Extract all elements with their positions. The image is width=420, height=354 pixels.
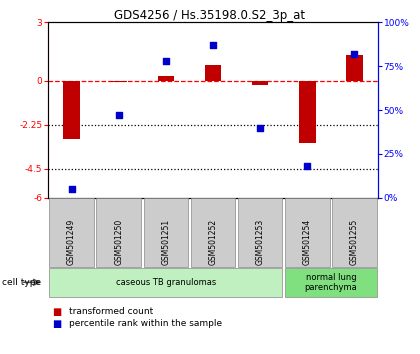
Text: caseous TB granulomas: caseous TB granulomas	[116, 278, 216, 287]
Text: GSM501254: GSM501254	[303, 219, 312, 265]
Bar	[110, 81, 127, 82]
Text: cell type: cell type	[2, 278, 41, 287]
Point	[257, 125, 263, 130]
Text: normal lung
parenchyma: normal lung parenchyma	[304, 273, 357, 292]
Bar	[252, 81, 268, 85]
Point	[304, 164, 311, 169]
Text: GSM501251: GSM501251	[161, 219, 171, 265]
Text: GSM501255: GSM501255	[350, 219, 359, 265]
Text: GSM501253: GSM501253	[256, 219, 265, 265]
Point	[210, 42, 216, 48]
Bar	[299, 81, 315, 143]
Bar	[346, 55, 363, 81]
Point	[351, 51, 358, 57]
Point	[68, 186, 75, 192]
Bar	[205, 65, 221, 81]
Text: percentile rank within the sample: percentile rank within the sample	[69, 320, 222, 329]
Text: ■: ■	[52, 307, 61, 317]
Bar	[158, 76, 174, 81]
Text: ■: ■	[52, 319, 61, 329]
Text: GSM501249: GSM501249	[67, 219, 76, 265]
Text: GSM501250: GSM501250	[114, 219, 123, 265]
Text: transformed count: transformed count	[69, 308, 153, 316]
Bar	[63, 81, 80, 139]
Point	[163, 58, 169, 64]
Text: GSM501252: GSM501252	[208, 219, 218, 265]
Text: GDS4256 / Hs.35198.0.S2_3p_at: GDS4256 / Hs.35198.0.S2_3p_at	[114, 9, 306, 22]
Point	[116, 113, 122, 118]
